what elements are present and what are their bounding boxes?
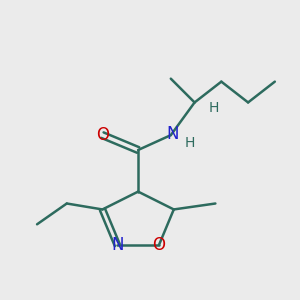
- Text: O: O: [152, 236, 165, 254]
- Text: N: N: [111, 236, 124, 254]
- Text: H: H: [185, 136, 195, 150]
- Text: O: O: [96, 126, 109, 144]
- Text: N: N: [166, 125, 178, 143]
- Text: H: H: [209, 101, 219, 116]
